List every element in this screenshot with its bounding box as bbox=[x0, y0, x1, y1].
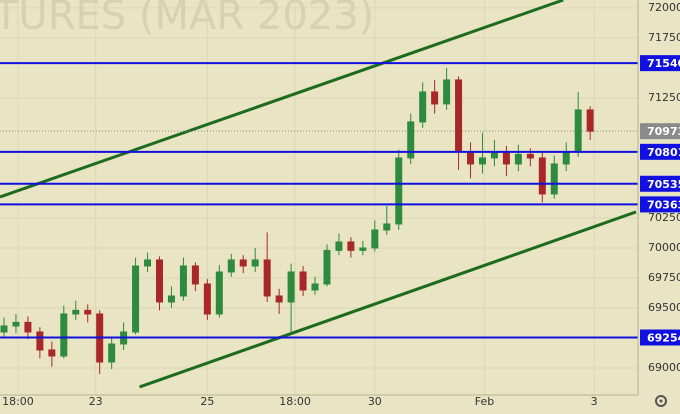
y-tick-label: 69000 bbox=[648, 361, 680, 374]
candle-body bbox=[490, 151, 498, 159]
y-tick-label: 72000 bbox=[648, 1, 680, 14]
candle-body bbox=[538, 157, 546, 195]
level-label-box bbox=[640, 196, 680, 213]
level-label: 69254 bbox=[647, 332, 680, 345]
candle-body bbox=[359, 247, 367, 251]
candle-body bbox=[24, 321, 32, 333]
candle-body bbox=[0, 325, 8, 333]
candle-body bbox=[12, 321, 20, 327]
candle-body bbox=[323, 249, 331, 285]
level-label: 70363 bbox=[647, 198, 680, 211]
candle-body bbox=[167, 295, 175, 303]
candle-body bbox=[287, 271, 295, 303]
level-label: 71540 bbox=[647, 57, 680, 70]
plot bbox=[0, 0, 638, 389]
candle-body bbox=[419, 91, 427, 123]
grid bbox=[0, 0, 638, 395]
candle-body bbox=[275, 295, 283, 303]
candle-body bbox=[239, 259, 247, 267]
x-tick-label: 30 bbox=[368, 395, 382, 408]
candle-body bbox=[36, 331, 44, 351]
x-tick-label: 18:00 bbox=[279, 395, 311, 408]
candle-body bbox=[478, 157, 486, 165]
candle-body bbox=[550, 163, 558, 195]
y-tick-label: 69500 bbox=[648, 301, 680, 314]
y-tick-label: 71250 bbox=[648, 91, 680, 104]
level-label-box bbox=[640, 143, 680, 160]
current-price-label: 70973 bbox=[647, 125, 680, 138]
x-tick-label: 3 bbox=[591, 395, 598, 408]
level-label: 70535 bbox=[647, 178, 680, 191]
candle-body bbox=[191, 265, 199, 285]
candle-body bbox=[48, 349, 56, 357]
trend-line bbox=[0, 0, 564, 199]
candle-body bbox=[574, 109, 582, 153]
candle-body bbox=[502, 151, 510, 165]
candle-body bbox=[395, 157, 403, 225]
candle-body bbox=[84, 309, 92, 315]
candle-body bbox=[263, 259, 271, 297]
x-tick-label: Feb bbox=[475, 395, 494, 408]
x-tick-label: 18:00 bbox=[2, 395, 34, 408]
y-tick-label: 70000 bbox=[648, 241, 680, 254]
gear[interactable] bbox=[655, 395, 667, 407]
candle-body bbox=[562, 151, 570, 165]
candle-body bbox=[179, 265, 187, 297]
watermark: TURES (MAR 2023) bbox=[0, 0, 374, 39]
y-tick-label: 71750 bbox=[648, 31, 680, 44]
candle-body bbox=[72, 309, 80, 315]
candle-body bbox=[60, 313, 68, 357]
x-tick-label: 25 bbox=[200, 395, 214, 408]
x-tick-label: 23 bbox=[89, 395, 103, 408]
level-label-box bbox=[640, 329, 680, 346]
candle-body bbox=[227, 259, 235, 273]
candle-body bbox=[443, 79, 451, 105]
y-tick-label: 69750 bbox=[648, 271, 680, 284]
settings-icon[interactable] bbox=[655, 395, 667, 407]
candle-body bbox=[383, 223, 391, 231]
y-tick-label: 70250 bbox=[648, 211, 680, 224]
candle-body bbox=[215, 271, 223, 315]
candle-body bbox=[132, 265, 140, 333]
level-label-box bbox=[640, 175, 680, 192]
level-label: 70801 bbox=[647, 146, 680, 159]
candle-body bbox=[335, 241, 343, 251]
candle-body bbox=[203, 283, 211, 315]
candle-body bbox=[156, 259, 163, 303]
candle-body bbox=[467, 151, 475, 165]
level-label-box bbox=[640, 55, 680, 72]
current-price-box bbox=[640, 123, 680, 140]
candle-body bbox=[108, 343, 116, 363]
candle-body bbox=[431, 91, 439, 105]
candle-body bbox=[586, 109, 594, 132]
candle-body bbox=[514, 153, 522, 165]
candle-body bbox=[251, 259, 259, 267]
candle-body bbox=[455, 79, 463, 153]
candle-body bbox=[407, 121, 415, 159]
candle-body bbox=[347, 241, 355, 251]
candle-body bbox=[144, 259, 152, 267]
candle-body bbox=[311, 283, 319, 291]
trend-line bbox=[139, 210, 637, 389]
gear-center bbox=[659, 399, 663, 403]
candle-body bbox=[299, 271, 307, 291]
candle-body bbox=[526, 153, 534, 159]
candle-body bbox=[371, 229, 379, 249]
